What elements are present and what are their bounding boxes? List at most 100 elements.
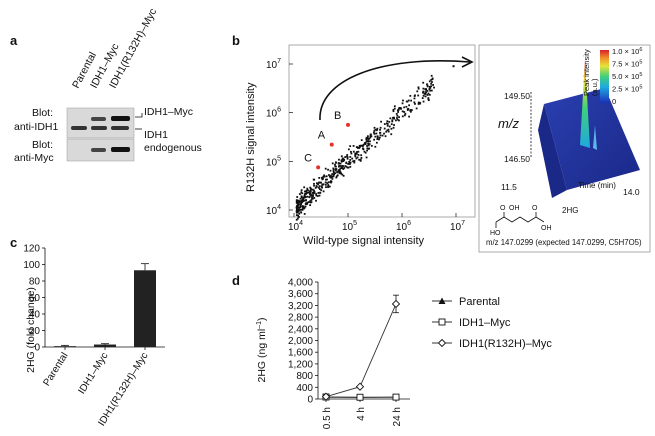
scatter-point: [303, 206, 306, 209]
scatter-point: [361, 144, 364, 147]
scatter-point: [370, 144, 373, 147]
mz-caption: m/z 147.0299 (expected 147.0299, C5H7O5): [486, 238, 642, 247]
scatter-xlabel: Wild-type signal intensity: [303, 235, 425, 247]
band-idh1myc-lane2: [91, 117, 106, 121]
scatter-point: [324, 183, 327, 186]
scatter-point: [340, 160, 343, 163]
scatter-point: [333, 173, 336, 176]
scatter-point: [401, 102, 404, 105]
band-idh1myc-lane3: [111, 116, 130, 121]
scatter-point: [310, 199, 313, 201]
scatter-point-cloud: [295, 65, 455, 221]
scatter-point: [306, 201, 309, 204]
scatter-point: [320, 185, 323, 188]
scatter-point: [304, 190, 307, 193]
scatter-point: [409, 109, 412, 111]
y-tick-label: 100: [23, 260, 40, 271]
y-tick-label: 800: [296, 371, 313, 382]
scatter-point: [367, 139, 369, 141]
scatter-point: [358, 144, 361, 147]
scatter-point: [369, 136, 372, 139]
scatter-point: [392, 110, 395, 113]
highlighted-point-label: C: [304, 152, 312, 164]
scatter-point: [334, 172, 336, 175]
scatter-point: [325, 186, 327, 189]
scatter-point: [426, 90, 429, 92]
scatter-point: [331, 176, 334, 178]
scatter-point: [347, 163, 350, 165]
scatter-point: [335, 161, 337, 164]
scatter-point: [429, 89, 432, 92]
scatter-point: [390, 133, 393, 136]
scatter-point: [310, 194, 313, 196]
scatter-point: [344, 156, 347, 158]
y-tick-label: 400: [296, 383, 313, 394]
colorbar-tick-exp: 6: [639, 47, 642, 53]
scatter-point: [402, 99, 404, 102]
scatter-point: [320, 189, 323, 192]
scatter-point: [390, 123, 393, 126]
scatter-point: [304, 205, 307, 208]
scatter-point: [396, 114, 399, 117]
band-endog-lane3: [111, 126, 129, 130]
scatter-point: [301, 208, 304, 211]
scatter-point: [318, 186, 320, 189]
scatter-point: [311, 196, 313, 199]
scatter-point: [367, 144, 370, 147]
scatter-point: [373, 126, 376, 129]
colorbar-title-line2: (a.u.): [590, 78, 599, 96]
x-tick-label: 105: [342, 220, 357, 233]
scatter-point: [426, 83, 428, 86]
scatter-point: [347, 166, 350, 169]
scatter-point: [335, 176, 338, 179]
scatter-point: [350, 150, 352, 153]
scatter-point: [306, 187, 309, 190]
scatter-point: [302, 207, 304, 209]
ms-peak: [580, 60, 590, 148]
scatter-point: [335, 175, 338, 178]
scatter-point: [302, 198, 305, 201]
scatter-point: [320, 181, 322, 184]
scatter-point: [303, 199, 306, 202]
bar-series: [54, 263, 156, 347]
scatter-point: [349, 159, 352, 161]
line-axes: 04008001,2001,6002,0002,4002,8003,2003,6…: [288, 278, 410, 429]
scatter-point: [325, 175, 328, 178]
scatter-point: [340, 159, 343, 162]
scatter-point: [417, 87, 420, 90]
scatter-point: [349, 165, 352, 168]
scatter-point: [452, 65, 455, 68]
scatter-point: [415, 107, 418, 110]
scatter-point: [296, 208, 299, 211]
y-tick-label: 20: [29, 326, 41, 337]
bar-0: [54, 346, 76, 347]
2hg-ho: HO: [490, 230, 501, 237]
scatter-point: [401, 110, 404, 113]
scatter-point: [379, 128, 381, 131]
scatter-point: [303, 190, 306, 193]
scatter-point: [383, 123, 386, 125]
band-myc-lane2: [91, 148, 106, 152]
y-tick-exp: 6: [277, 107, 281, 114]
scatter-point: [376, 138, 379, 140]
scatter-point: [424, 93, 427, 95]
scatter-point: [327, 181, 330, 184]
scatter-point: [321, 183, 324, 186]
scatter-point: [375, 141, 378, 144]
scatter-point: [355, 152, 358, 155]
scatter-point: [295, 214, 298, 217]
scatter-point: [353, 161, 356, 164]
scatter-point: [403, 111, 406, 113]
scatter-point: [360, 139, 363, 142]
highlighted-point-label: B: [334, 110, 341, 122]
scatter-point: [301, 196, 304, 199]
scatter-point: [302, 205, 305, 208]
scatter-point: [341, 165, 344, 168]
scatter-point: [338, 162, 340, 165]
scatter-point: [397, 111, 400, 113]
panel-d: d 2HG (ng ml–1) 04008001,2001,6002,0002,…: [232, 273, 552, 429]
scatter-point: [354, 154, 357, 157]
scatter-point: [312, 197, 314, 200]
scatter-point: [430, 82, 433, 85]
scatter-point: [339, 167, 342, 170]
